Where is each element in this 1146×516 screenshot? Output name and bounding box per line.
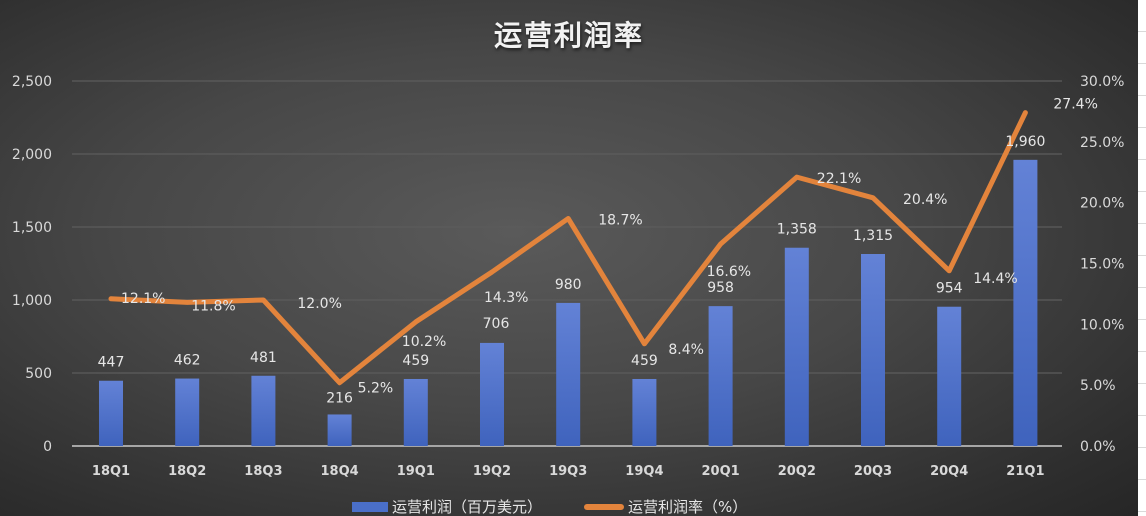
category-label: 18Q3 xyxy=(244,464,282,479)
left-axis-tick: 2,000 xyxy=(12,147,52,163)
left-axis-tick: 2,500 xyxy=(12,74,52,90)
bar-18Q3 xyxy=(251,375,276,446)
bar-18Q4 xyxy=(327,414,352,446)
spreadsheet-edge xyxy=(1138,0,1146,516)
bar-value-label: 958 xyxy=(707,280,734,296)
left-axis-tick: 1,000 xyxy=(12,293,52,309)
bar-swatch-icon xyxy=(352,501,388,512)
bar-19Q1 xyxy=(403,378,428,446)
bar-value-label: 1,358 xyxy=(777,222,817,238)
line-value-label: 12.1% xyxy=(121,291,165,307)
line-value-label: 10.2% xyxy=(402,334,446,350)
bar-20Q1 xyxy=(708,306,733,446)
legend: 运营利润（百万美元） 运营利润率（%） xyxy=(352,496,789,516)
bar-18Q1 xyxy=(99,380,123,446)
line-value-label: 16.6% xyxy=(707,264,751,280)
category-label: 19Q3 xyxy=(549,464,587,479)
category-label: 19Q1 xyxy=(397,464,435,479)
bar-19Q3 xyxy=(556,302,581,446)
right-axis-tick: 10.0% xyxy=(1080,317,1124,333)
right-axis-tick: 15.0% xyxy=(1080,257,1124,273)
bar-18Q2 xyxy=(175,378,200,446)
line-value-label: 11.8% xyxy=(191,298,235,314)
category-label: 20Q3 xyxy=(854,464,892,479)
category-label: 19Q2 xyxy=(473,464,511,479)
bar-21Q1 xyxy=(1013,159,1038,446)
chart-title: 运营利润率 xyxy=(493,19,644,52)
legend-item-operating-profit[interactable]: 运营利润（百万美元） xyxy=(352,496,542,516)
line-swatch-icon xyxy=(584,503,625,510)
category-label: 20Q1 xyxy=(702,464,740,479)
bar-20Q2 xyxy=(784,247,809,446)
line-value-label: 18.7% xyxy=(598,212,642,228)
bar-19Q2 xyxy=(480,342,504,446)
left-axis-tick: 500 xyxy=(25,366,52,382)
bar-value-label: 980 xyxy=(555,277,582,293)
line-value-label: 20.4% xyxy=(903,192,947,208)
bar-value-label: 481 xyxy=(250,350,277,366)
legend-item-operating-margin[interactable]: 运营利润率（%） xyxy=(584,496,747,516)
line-value-label: 14.3% xyxy=(484,290,528,306)
left-axis-tick: 1,500 xyxy=(12,220,52,236)
left-axis-tick: 0 xyxy=(43,439,52,455)
category-label: 20Q2 xyxy=(778,464,816,479)
right-axis-tick: 30.0% xyxy=(1080,74,1124,90)
category-label: 18Q2 xyxy=(168,464,206,479)
category-label: 18Q1 xyxy=(92,464,130,479)
line-value-label: 12.0% xyxy=(297,296,341,312)
line-value-label: 27.4% xyxy=(1053,97,1097,113)
bar-20Q4 xyxy=(937,306,962,446)
bar-value-label: 1,960 xyxy=(1005,134,1045,150)
right-axis-tick: 25.0% xyxy=(1080,135,1124,151)
bar-value-label: 706 xyxy=(483,316,510,332)
line-value-label: 8.4% xyxy=(668,342,704,358)
line-value-label: 14.4% xyxy=(973,271,1017,287)
bar-20Q3 xyxy=(861,254,885,446)
bar-value-label: 1,315 xyxy=(853,228,893,244)
right-axis-tick: 20.0% xyxy=(1080,196,1124,212)
category-label: 20Q4 xyxy=(930,464,968,479)
line-value-label: 5.2% xyxy=(358,381,394,397)
bar-value-label: 459 xyxy=(631,353,658,369)
bar-value-label: 462 xyxy=(174,353,201,369)
right-axis-tick: 0.0% xyxy=(1080,439,1116,455)
bar-value-label: 447 xyxy=(98,355,125,371)
category-label: 18Q4 xyxy=(321,464,359,479)
bar-value-label: 216 xyxy=(326,390,353,406)
legend-label-operating-margin: 运营利润率（%） xyxy=(628,498,748,516)
bar-19Q4 xyxy=(632,378,657,446)
bar-value-label: 954 xyxy=(936,281,963,297)
bar-value-label: 459 xyxy=(402,353,429,369)
category-label: 19Q4 xyxy=(625,464,663,479)
line-value-label: 22.1% xyxy=(817,171,861,187)
right-axis-tick: 5.0% xyxy=(1080,378,1116,394)
category-label: 21Q1 xyxy=(1006,464,1044,479)
margin-line xyxy=(108,110,1028,386)
legend-label-operating-profit: 运营利润（百万美元） xyxy=(392,498,543,516)
